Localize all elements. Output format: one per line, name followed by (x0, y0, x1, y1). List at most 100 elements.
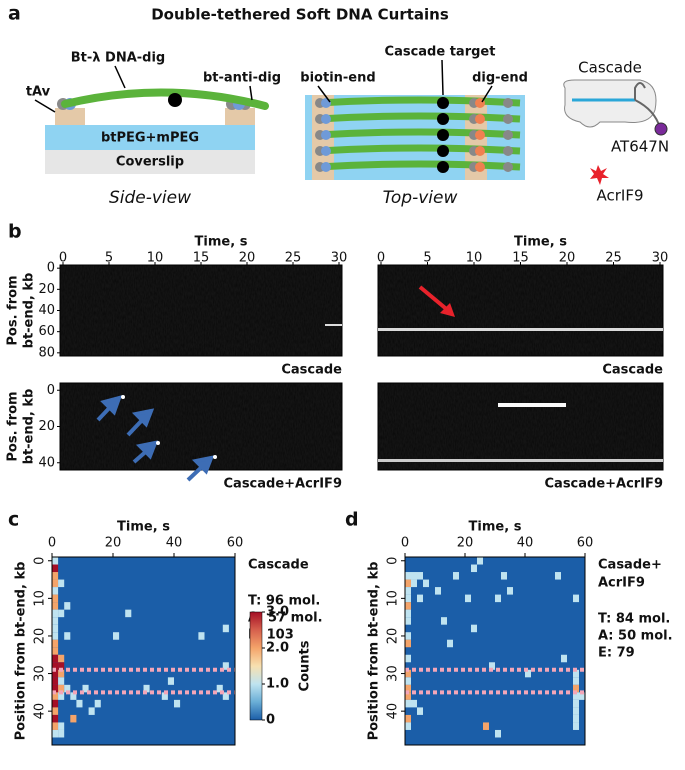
heatmap-cell (405, 602, 411, 610)
heatmap-cell (405, 722, 411, 730)
heatmap-cell (573, 707, 579, 715)
label: Cascade target (385, 45, 496, 60)
heatmap-cell (52, 722, 59, 730)
heatmap-cell (405, 669, 411, 678)
heatmap-cell (58, 669, 65, 678)
kymo-noise (378, 383, 663, 470)
heatmap-cell (58, 654, 65, 663)
heatmap-cell (52, 662, 59, 670)
heatmap-cell (143, 684, 150, 693)
x-axis-label: Time, s (117, 520, 170, 535)
heatmap-cell (52, 639, 59, 648)
x-axis-label: Time, s (514, 235, 567, 250)
heatmap-background (52, 557, 235, 745)
x-tick-label: 20 (105, 536, 122, 551)
heatmap-cell (423, 579, 429, 588)
y-tick-label: 10 (33, 590, 48, 607)
x-tick-label: 20 (239, 251, 256, 266)
heatmap-cell (94, 699, 101, 708)
kymo-noise (60, 383, 342, 470)
y-axis-label: bt-end, kb (22, 389, 37, 465)
x-tick-label: 20 (559, 251, 576, 266)
heatmap-cell (58, 692, 65, 700)
annotation: A: 50 mol. (598, 629, 673, 644)
y-tick-label: 20 (386, 628, 401, 645)
y-axis-label: Pos. from (6, 275, 21, 345)
heatmap-cell (573, 692, 579, 700)
y-tick-label: 0 (386, 557, 401, 565)
y-tick-label: 30 (33, 665, 48, 682)
heatmap-cell (441, 617, 447, 625)
x-tick-label: 5 (105, 251, 113, 266)
heatmap-cell (405, 572, 411, 580)
heatmap-cell (405, 609, 411, 618)
heatmap-cell (64, 632, 71, 640)
heatmap-cell (52, 602, 59, 610)
heatmap-cell (52, 632, 59, 640)
caption: Cascade (602, 363, 663, 378)
label: AcrIF9 (596, 187, 643, 205)
heatmap-cell (405, 579, 411, 588)
label: bt-anti-dig (203, 71, 281, 86)
heatmap-cell (405, 632, 411, 640)
y-tick-label: 20 (38, 282, 55, 297)
heatmap-cell (52, 729, 59, 738)
caption: Top-view (383, 188, 458, 208)
heatmap-cell (405, 714, 411, 723)
y-tick-label: 40 (33, 703, 48, 720)
heatmap-cell (465, 594, 471, 603)
heatmap-cell (411, 699, 417, 708)
anti-dig (225, 108, 255, 125)
heatmap-cell (405, 684, 411, 693)
heatmap-cell (405, 692, 411, 700)
heatmap-cell (222, 624, 229, 633)
dna (61, 88, 269, 110)
x-tick-label: 0 (401, 536, 409, 551)
caption: Side-view (109, 188, 191, 208)
panel-label: d (345, 509, 359, 531)
x-tick-label: 60 (577, 536, 594, 551)
heatmap-cell (52, 617, 59, 625)
kymo-noise (378, 265, 663, 356)
heatmap-cell (58, 609, 65, 618)
frame (404, 556, 586, 746)
y-tick-label: 80 (38, 345, 55, 360)
y-tick-label: 20 (33, 628, 48, 645)
heatmap-cell (579, 692, 585, 700)
heatmap-cell (52, 624, 59, 633)
heatmap-cell (88, 707, 95, 715)
panel-label: c (8, 509, 19, 531)
heatmap-cell (52, 557, 59, 565)
x-tick-label: 40 (517, 536, 534, 551)
panel-label: a (8, 3, 21, 25)
heatmap-cell (52, 707, 59, 715)
heatmap-cell (70, 692, 77, 700)
heatmap-cell (489, 662, 495, 670)
x-tick-label: 0 (377, 251, 385, 266)
bead (475, 162, 485, 172)
heatmap-cell (174, 699, 181, 708)
heatmap-cell (198, 632, 205, 640)
label: dig-end (472, 71, 528, 86)
heatmap-cell (52, 684, 59, 693)
y-axis-label: Pos. from (6, 391, 21, 461)
heatmap-cell (411, 579, 417, 588)
heatmap-cell (561, 654, 567, 663)
x-axis-label: Time, s (469, 520, 522, 535)
y-tick-label: 0 (47, 383, 55, 398)
coverslip (45, 150, 255, 174)
bead (321, 114, 331, 124)
heatmap-cell (555, 572, 561, 580)
label: AT647N (611, 138, 669, 156)
x-tick-label: 10 (147, 251, 164, 266)
bead (321, 162, 331, 172)
x-tick-label: 25 (285, 251, 302, 266)
heatmap-cell (417, 707, 423, 715)
top-view: biotin-end Cascade target dig-end Top-vi… (300, 45, 528, 209)
heatmap-cell (405, 677, 411, 685)
heatmap-cell (573, 714, 579, 723)
bead (503, 130, 513, 140)
colorbar-tick-label: 0 (266, 713, 275, 728)
bead (503, 98, 513, 108)
heatmap-cell (405, 587, 411, 595)
